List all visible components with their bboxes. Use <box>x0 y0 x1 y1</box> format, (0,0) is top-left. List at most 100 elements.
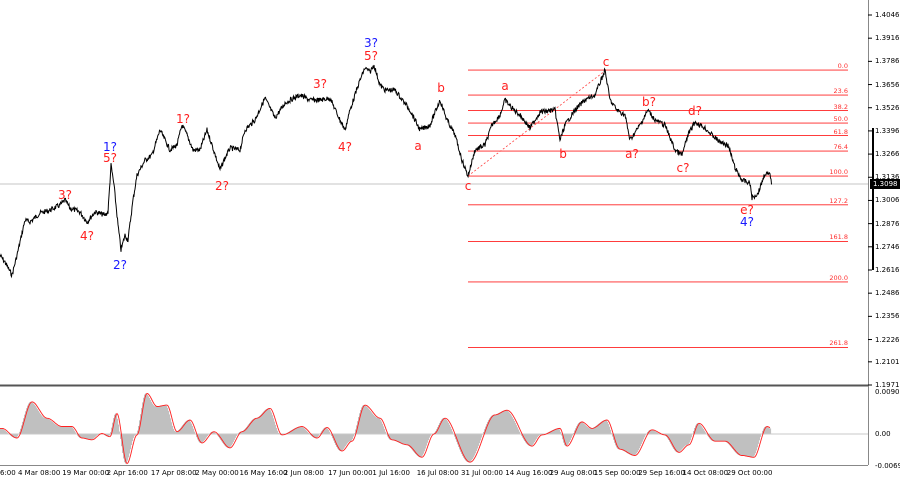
histogram-bar <box>625 434 627 453</box>
x-tick-label: 29 Aug 08:00 <box>549 469 597 477</box>
histogram-bar <box>291 430 293 434</box>
histogram-bar <box>446 419 448 434</box>
histogram-bar <box>589 428 591 434</box>
histogram-bar <box>128 434 130 458</box>
histogram-bar <box>168 410 170 434</box>
fib-level-label: 127.2 <box>829 196 848 205</box>
histogram-bar <box>71 426 73 434</box>
histogram-bar <box>328 429 330 434</box>
histogram-bar <box>376 417 378 434</box>
histogram-bar <box>630 434 632 455</box>
histogram-bar <box>336 434 338 447</box>
histogram-bar <box>536 434 538 439</box>
histogram-bar <box>59 426 61 434</box>
histogram-bar <box>75 432 77 434</box>
x-tick-label: 17 Jun 00:00 <box>328 469 373 477</box>
histogram-bar <box>671 434 673 446</box>
histogram-bar <box>634 434 636 456</box>
histogram-bar <box>158 406 160 434</box>
price-line <box>0 64 773 279</box>
histogram-bar <box>362 405 364 434</box>
histogram-bar <box>675 434 677 452</box>
histogram-bar <box>134 434 136 436</box>
histogram-bar <box>380 419 382 434</box>
histogram-bar <box>604 420 606 434</box>
histogram-bar <box>486 424 488 434</box>
histogram-bar <box>725 434 727 442</box>
histogram-bar <box>534 434 536 443</box>
histogram-bar <box>681 434 683 450</box>
y-tick-label: 1.3006 <box>875 196 900 205</box>
histogram-bar <box>142 402 144 434</box>
histogram-bar <box>92 434 94 440</box>
histogram-bar <box>3 429 5 434</box>
histogram-bar <box>552 430 554 434</box>
histogram-bar <box>421 434 423 457</box>
histogram-bar <box>644 434 646 438</box>
histogram-bar <box>518 429 520 434</box>
histogram-bar <box>172 425 174 434</box>
histogram-bar <box>174 430 176 434</box>
wave-label: 2? <box>112 258 128 272</box>
histogram-bar <box>374 415 376 434</box>
histogram-bar <box>107 434 109 437</box>
y-tick-label: 1.1971 <box>875 381 900 389</box>
histogram-bar <box>25 411 27 434</box>
histogram-bar <box>425 434 427 449</box>
histogram-bar <box>527 434 529 445</box>
wave-label: b <box>437 81 445 95</box>
histogram-bar <box>342 434 344 450</box>
histogram-bar <box>213 431 215 434</box>
histogram-bar <box>200 434 202 443</box>
histogram-bar <box>610 429 612 434</box>
histogram-bar <box>348 434 350 443</box>
histogram-bar <box>2 428 4 434</box>
histogram-bar <box>633 434 635 456</box>
histogram-bar <box>508 411 510 434</box>
histogram-bar <box>194 431 196 434</box>
histogram-bar <box>640 434 642 447</box>
histogram-bar <box>405 434 407 445</box>
histogram-bar <box>718 434 720 442</box>
histogram-bar <box>300 426 302 434</box>
histogram-bar <box>416 434 418 456</box>
histogram-bar <box>506 410 508 434</box>
wave-label: c? <box>676 161 690 175</box>
histogram-bar <box>693 430 695 434</box>
y-tick-label: 1.3526 <box>875 103 900 112</box>
histogram-bar <box>68 426 70 434</box>
histogram-bar <box>149 398 151 434</box>
histogram-bar <box>454 434 456 437</box>
x-tick-label: 14 Oct 08:00 <box>682 469 729 477</box>
histogram-bar <box>583 423 585 434</box>
histogram-bar <box>512 417 514 434</box>
histogram-bar <box>744 434 746 456</box>
histogram-bar <box>577 424 579 434</box>
histogram-bar <box>573 432 575 434</box>
histogram-bar <box>20 428 22 434</box>
histogram-bar <box>390 434 392 440</box>
histogram-bar <box>412 434 414 451</box>
histogram-bar <box>450 426 452 434</box>
histogram-bar <box>442 418 444 434</box>
histogram-bar <box>222 434 224 443</box>
histogram-bar <box>501 411 503 434</box>
histogram-bar <box>60 426 62 434</box>
histogram-bar <box>82 434 84 439</box>
histogram-bar <box>210 432 212 434</box>
fib-level-label: 261.8 <box>829 339 848 348</box>
histogram-bar <box>605 420 607 434</box>
histogram-bar <box>426 434 428 446</box>
histogram-bar <box>447 421 449 434</box>
histogram-bar <box>147 394 149 434</box>
histogram-bar <box>519 431 521 434</box>
histogram-bar <box>245 428 247 434</box>
histogram-bar <box>674 434 676 451</box>
histogram-bar <box>555 428 557 434</box>
histogram-bar <box>766 426 768 434</box>
histogram-bar <box>123 434 125 459</box>
histogram-bar <box>23 418 25 434</box>
histogram-bar <box>225 434 227 447</box>
histogram-bar <box>478 434 480 446</box>
